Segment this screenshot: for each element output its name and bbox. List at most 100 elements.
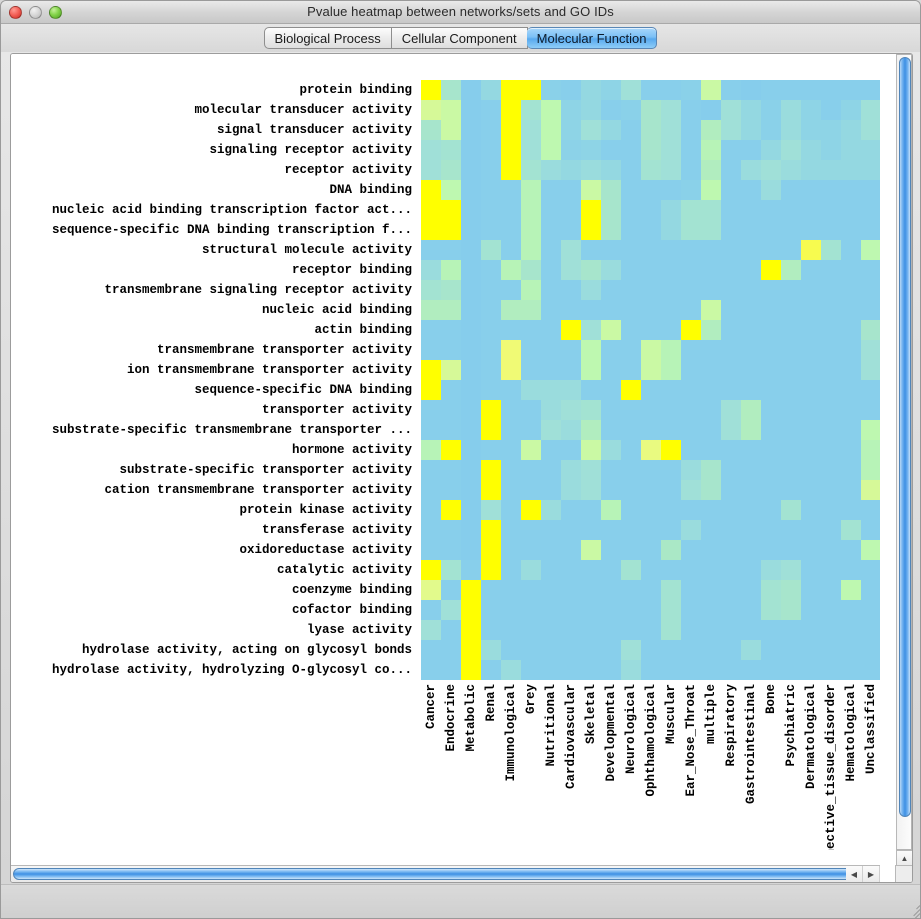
- heatmap-cell[interactable]: [501, 660, 521, 680]
- heatmap-cell[interactable]: [541, 540, 561, 560]
- heatmap-cell[interactable]: [581, 340, 601, 360]
- heatmap-cell[interactable]: [481, 340, 501, 360]
- heatmap-cell[interactable]: [841, 280, 861, 300]
- heatmap-cell[interactable]: [781, 440, 801, 460]
- heatmap-cell[interactable]: [821, 620, 841, 640]
- heatmap-cell[interactable]: [641, 420, 661, 440]
- heatmap-cell[interactable]: [601, 340, 621, 360]
- heatmap-cell[interactable]: [441, 80, 461, 100]
- heatmap-cell[interactable]: [461, 80, 481, 100]
- heatmap-cell[interactable]: [501, 80, 521, 100]
- heatmap-cell[interactable]: [821, 160, 841, 180]
- heatmap-cell[interactable]: [861, 360, 880, 380]
- heatmap-cell[interactable]: [441, 580, 461, 600]
- heatmap-cell[interactable]: [821, 300, 841, 320]
- heatmap-cell[interactable]: [501, 100, 521, 120]
- heatmap-cell[interactable]: [781, 580, 801, 600]
- heatmap-cell[interactable]: [681, 540, 701, 560]
- heatmap-cell[interactable]: [841, 640, 861, 660]
- heatmap-cell[interactable]: [421, 300, 441, 320]
- heatmap-cell[interactable]: [521, 520, 541, 540]
- heatmap-cell[interactable]: [521, 80, 541, 100]
- heatmap-cell[interactable]: [581, 220, 601, 240]
- heatmap-cell[interactable]: [801, 400, 821, 420]
- heatmap-cell[interactable]: [441, 520, 461, 540]
- heatmap-cell[interactable]: [661, 560, 681, 580]
- heatmap-cell[interactable]: [581, 200, 601, 220]
- heatmap-cell[interactable]: [821, 280, 841, 300]
- heatmap-cell[interactable]: [701, 660, 721, 680]
- heatmap-cell[interactable]: [501, 560, 521, 580]
- heatmap-cell[interactable]: [861, 520, 880, 540]
- heatmap-cell[interactable]: [601, 500, 621, 520]
- heatmap-cell[interactable]: [441, 320, 461, 340]
- heatmap-cell[interactable]: [861, 240, 880, 260]
- heatmap-cell[interactable]: [441, 340, 461, 360]
- minimize-button[interactable]: [29, 6, 42, 19]
- heatmap-cell[interactable]: [701, 100, 721, 120]
- heatmap-cell[interactable]: [821, 460, 841, 480]
- heatmap-cell[interactable]: [421, 80, 441, 100]
- heatmap-cell[interactable]: [681, 600, 701, 620]
- heatmap-cell[interactable]: [661, 520, 681, 540]
- heatmap-cell[interactable]: [741, 160, 761, 180]
- heatmap-cell[interactable]: [501, 280, 521, 300]
- heatmap-cell[interactable]: [481, 580, 501, 600]
- heatmap-cell[interactable]: [721, 360, 741, 380]
- heatmap-cell[interactable]: [501, 640, 521, 660]
- heatmap-cell[interactable]: [801, 580, 821, 600]
- heatmap-cell[interactable]: [861, 420, 880, 440]
- heatmap-cell[interactable]: [641, 100, 661, 120]
- heatmap-cell[interactable]: [781, 400, 801, 420]
- heatmap-cell[interactable]: [721, 220, 741, 240]
- heatmap-grid[interactable]: [421, 80, 880, 680]
- heatmap-cell[interactable]: [701, 160, 721, 180]
- heatmap-cell[interactable]: [701, 400, 721, 420]
- heatmap-cell[interactable]: [541, 360, 561, 380]
- heatmap-cell[interactable]: [581, 160, 601, 180]
- heatmap-cell[interactable]: [801, 600, 821, 620]
- heatmap-cell[interactable]: [481, 200, 501, 220]
- heatmap-cell[interactable]: [641, 580, 661, 600]
- heatmap-cell[interactable]: [561, 620, 581, 640]
- heatmap-cell[interactable]: [661, 320, 681, 340]
- heatmap-cell[interactable]: [501, 580, 521, 600]
- heatmap-cell[interactable]: [561, 440, 581, 460]
- heatmap-cell[interactable]: [621, 560, 641, 580]
- heatmap-cell[interactable]: [421, 340, 441, 360]
- heatmap-cell[interactable]: [441, 120, 461, 140]
- heatmap-cell[interactable]: [421, 580, 441, 600]
- heatmap-cell[interactable]: [501, 360, 521, 380]
- heatmap-cell[interactable]: [561, 160, 581, 180]
- heatmap-cell[interactable]: [421, 140, 441, 160]
- heatmap-cell[interactable]: [541, 660, 561, 680]
- heatmap-cell[interactable]: [501, 140, 521, 160]
- heatmap-cell[interactable]: [701, 120, 721, 140]
- heatmap-cell[interactable]: [781, 180, 801, 200]
- heatmap-cell[interactable]: [481, 560, 501, 580]
- heatmap-cell[interactable]: [541, 100, 561, 120]
- heatmap-cell[interactable]: [461, 120, 481, 140]
- heatmap-cell[interactable]: [821, 360, 841, 380]
- heatmap-cell[interactable]: [701, 280, 721, 300]
- heatmap-cell[interactable]: [741, 80, 761, 100]
- heatmap-cell[interactable]: [641, 540, 661, 560]
- heatmap-cell[interactable]: [621, 620, 641, 640]
- heatmap-cell[interactable]: [861, 320, 880, 340]
- heatmap-cell[interactable]: [661, 420, 681, 440]
- heatmap-cell[interactable]: [761, 580, 781, 600]
- heatmap-cell[interactable]: [681, 180, 701, 200]
- close-button[interactable]: [9, 6, 22, 19]
- heatmap-cell[interactable]: [501, 620, 521, 640]
- heatmap-cell[interactable]: [701, 420, 721, 440]
- heatmap-cell[interactable]: [421, 220, 441, 240]
- heatmap-cell[interactable]: [741, 320, 761, 340]
- heatmap-cell[interactable]: [441, 440, 461, 460]
- heatmap-cell[interactable]: [641, 360, 661, 380]
- heatmap-cell[interactable]: [641, 160, 661, 180]
- heatmap-cell[interactable]: [481, 640, 501, 660]
- heatmap-cell[interactable]: [721, 540, 741, 560]
- heatmap-cell[interactable]: [641, 500, 661, 520]
- heatmap-cell[interactable]: [681, 280, 701, 300]
- heatmap-cell[interactable]: [721, 120, 741, 140]
